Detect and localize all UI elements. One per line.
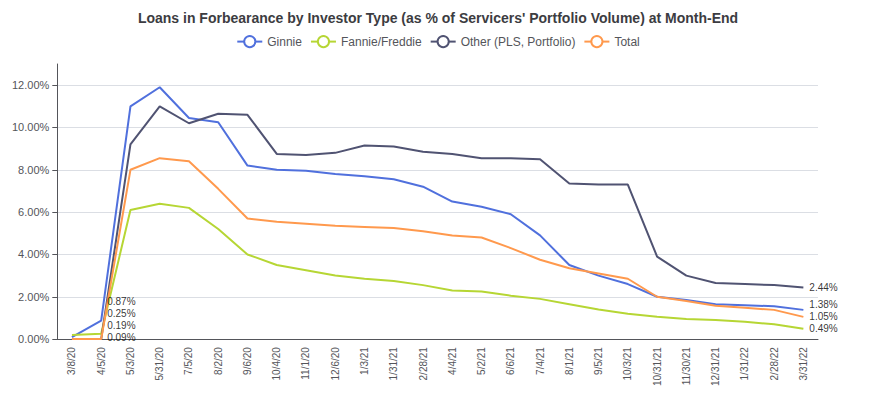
svg-text:1.38%: 1.38% — [809, 299, 837, 310]
svg-text:3/8/20: 3/8/20 — [66, 347, 77, 375]
svg-text:Other (PLS, Portfolio): Other (PLS, Portfolio) — [461, 35, 576, 49]
svg-text:8.00%: 8.00% — [18, 164, 49, 176]
svg-text:7/5/20: 7/5/20 — [183, 347, 194, 375]
svg-text:8/1/21: 8/1/21 — [564, 347, 575, 375]
svg-text:0.87%: 0.87% — [107, 296, 135, 307]
svg-text:Ginnie: Ginnie — [267, 35, 302, 49]
svg-text:4/5/20: 4/5/20 — [96, 347, 107, 375]
svg-text:6/6/21: 6/6/21 — [505, 347, 516, 375]
svg-text:0.09%: 0.09% — [107, 332, 135, 343]
svg-text:10/3/21: 10/3/21 — [622, 347, 633, 381]
svg-text:Total: Total — [614, 35, 639, 49]
svg-text:11/30/21: 11/30/21 — [681, 347, 692, 386]
svg-text:9/5/21: 9/5/21 — [593, 347, 604, 375]
svg-text:Loans in Forbearance by Invest: Loans in Forbearance by Investor Type (a… — [138, 10, 738, 26]
svg-text:12.00%: 12.00% — [12, 79, 50, 91]
svg-text:1/31/22: 1/31/22 — [739, 347, 750, 381]
svg-text:0.49%: 0.49% — [809, 323, 837, 334]
svg-text:Fannie/Freddie: Fannie/Freddie — [341, 35, 422, 49]
svg-text:2.44%: 2.44% — [809, 282, 837, 293]
svg-text:10/4/20: 10/4/20 — [271, 347, 282, 381]
svg-text:2/28/21: 2/28/21 — [418, 347, 429, 381]
svg-text:6.00%: 6.00% — [18, 206, 49, 218]
svg-text:10/31/21: 10/31/21 — [652, 347, 663, 386]
svg-text:1/31/21: 1/31/21 — [388, 347, 399, 381]
svg-text:1.05%: 1.05% — [809, 311, 837, 322]
svg-text:2/28/22: 2/28/22 — [769, 347, 780, 381]
svg-text:8/2/20: 8/2/20 — [213, 347, 224, 375]
svg-text:0.25%: 0.25% — [107, 308, 135, 319]
svg-text:3/31/22: 3/31/22 — [798, 347, 809, 381]
svg-text:5/3/20: 5/3/20 — [125, 347, 136, 375]
svg-text:11/1/20: 11/1/20 — [300, 347, 311, 380]
svg-text:4/4/21: 4/4/21 — [447, 347, 458, 375]
svg-text:5/2/21: 5/2/21 — [476, 347, 487, 375]
svg-text:12/31/21: 12/31/21 — [710, 347, 721, 386]
svg-text:12/6/20: 12/6/20 — [330, 347, 341, 381]
svg-text:1/3/21: 1/3/21 — [359, 347, 370, 375]
svg-text:2.00%: 2.00% — [18, 291, 49, 303]
svg-text:10.00%: 10.00% — [12, 121, 50, 133]
svg-text:0.19%: 0.19% — [107, 320, 135, 331]
svg-text:9/6/20: 9/6/20 — [242, 347, 253, 375]
svg-text:4.00%: 4.00% — [18, 248, 49, 260]
svg-text:5/31/20: 5/31/20 — [154, 347, 165, 381]
svg-text:7/4/21: 7/4/21 — [535, 347, 546, 375]
svg-text:0.00%: 0.00% — [18, 333, 49, 345]
